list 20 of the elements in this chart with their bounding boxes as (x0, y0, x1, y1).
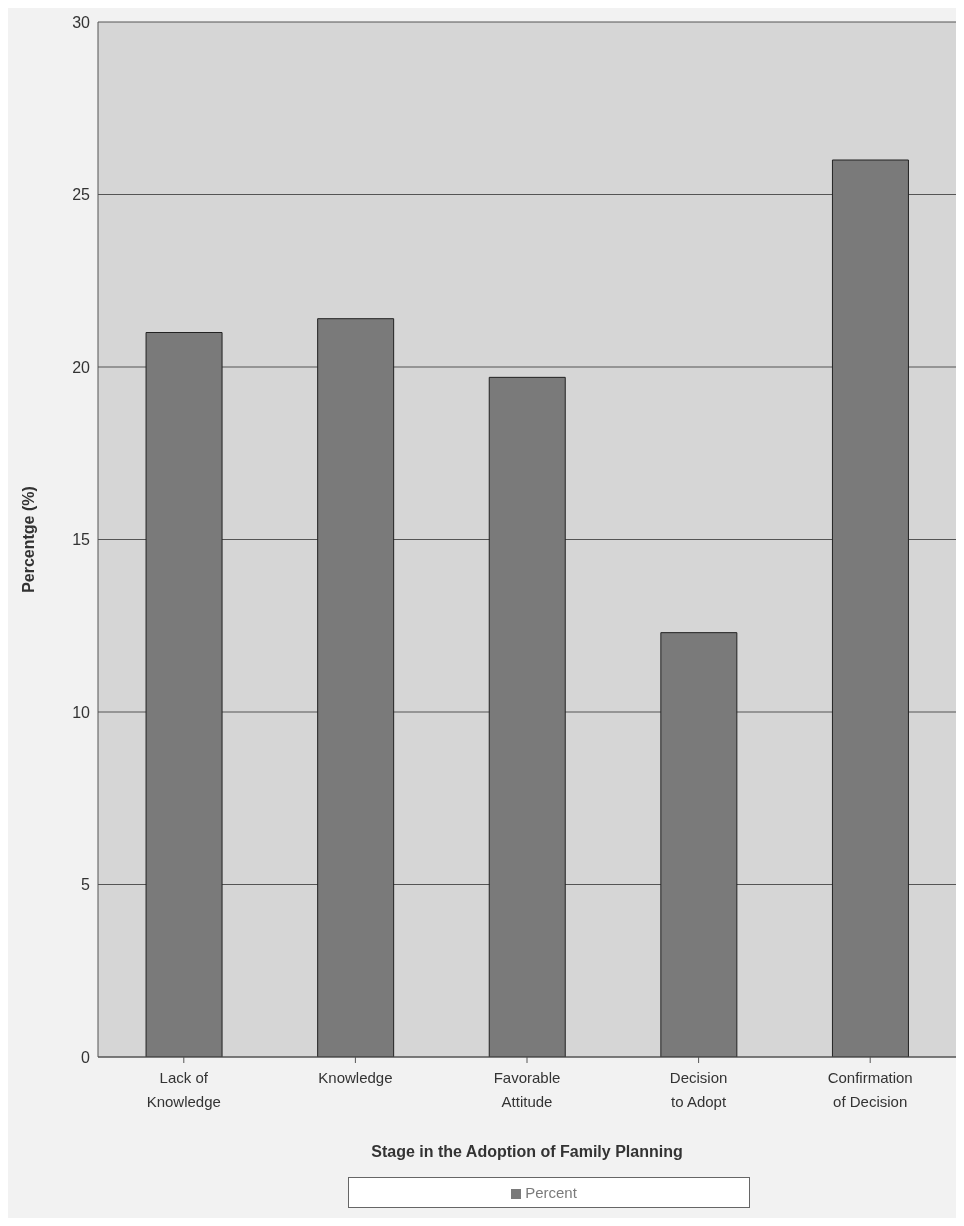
y-axis-title: Percentge (%) (19, 486, 37, 593)
bar (660, 632, 738, 1057)
y-tick-label: 20 (72, 358, 91, 376)
y-tick-label: 25 (72, 186, 91, 204)
y-tick-label: 30 (72, 13, 91, 31)
y-tick-label: 0 (81, 1048, 91, 1066)
x-tick-label: Decision to Adopt (669, 1069, 728, 1110)
x-axis-title: Stage in the Adoption of Family Planning (371, 1143, 683, 1160)
bar (145, 332, 223, 1057)
x-tick-label: Confirmation of Decision (827, 1069, 913, 1110)
y-tick-label: 5 (81, 876, 91, 894)
bar (488, 376, 566, 1057)
x-tick-label: Lack of Knowledge (146, 1069, 221, 1110)
x-tick-label: Knowledge (318, 1069, 393, 1086)
bar (831, 159, 909, 1057)
y-tick-label: 15 (72, 531, 91, 549)
y-tick-label: 10 (72, 703, 91, 721)
x-tick-label: Favorable Attitude (493, 1069, 561, 1110)
legend-label: Percent (525, 1184, 577, 1201)
bar (317, 318, 395, 1057)
